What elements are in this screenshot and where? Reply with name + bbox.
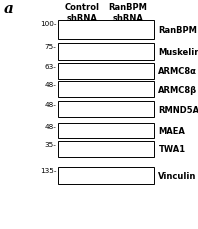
Bar	[58, 64, 154, 79]
Text: 48-: 48-	[45, 123, 56, 129]
Text: 63-: 63-	[45, 64, 56, 70]
Bar	[58, 102, 154, 118]
Text: 48-: 48-	[45, 82, 56, 87]
Text: 135-: 135-	[40, 167, 56, 173]
Text: Control
shRNA: Control shRNA	[65, 3, 100, 23]
Text: 35-: 35-	[45, 142, 56, 147]
Text: TWA1: TWA1	[158, 145, 186, 154]
Bar	[58, 142, 154, 157]
Text: 48-: 48-	[45, 102, 56, 108]
Text: RanBPM
shRNA: RanBPM shRNA	[108, 3, 147, 23]
Text: a: a	[4, 2, 14, 16]
Text: Muskelin: Muskelin	[158, 48, 198, 57]
Text: Vinculin: Vinculin	[158, 171, 197, 180]
Text: MAEA: MAEA	[158, 126, 185, 136]
Bar	[58, 44, 154, 61]
Bar	[58, 123, 154, 139]
Bar	[58, 167, 154, 184]
Bar	[58, 21, 154, 40]
Text: RMND5A: RMND5A	[158, 105, 198, 114]
Bar	[58, 82, 154, 98]
Text: RanBPM: RanBPM	[158, 26, 197, 35]
Text: 100-: 100-	[40, 21, 56, 27]
Text: ARMC8β: ARMC8β	[158, 85, 198, 94]
Text: 75-: 75-	[45, 44, 56, 49]
Text: ARMC8α: ARMC8α	[158, 67, 197, 76]
